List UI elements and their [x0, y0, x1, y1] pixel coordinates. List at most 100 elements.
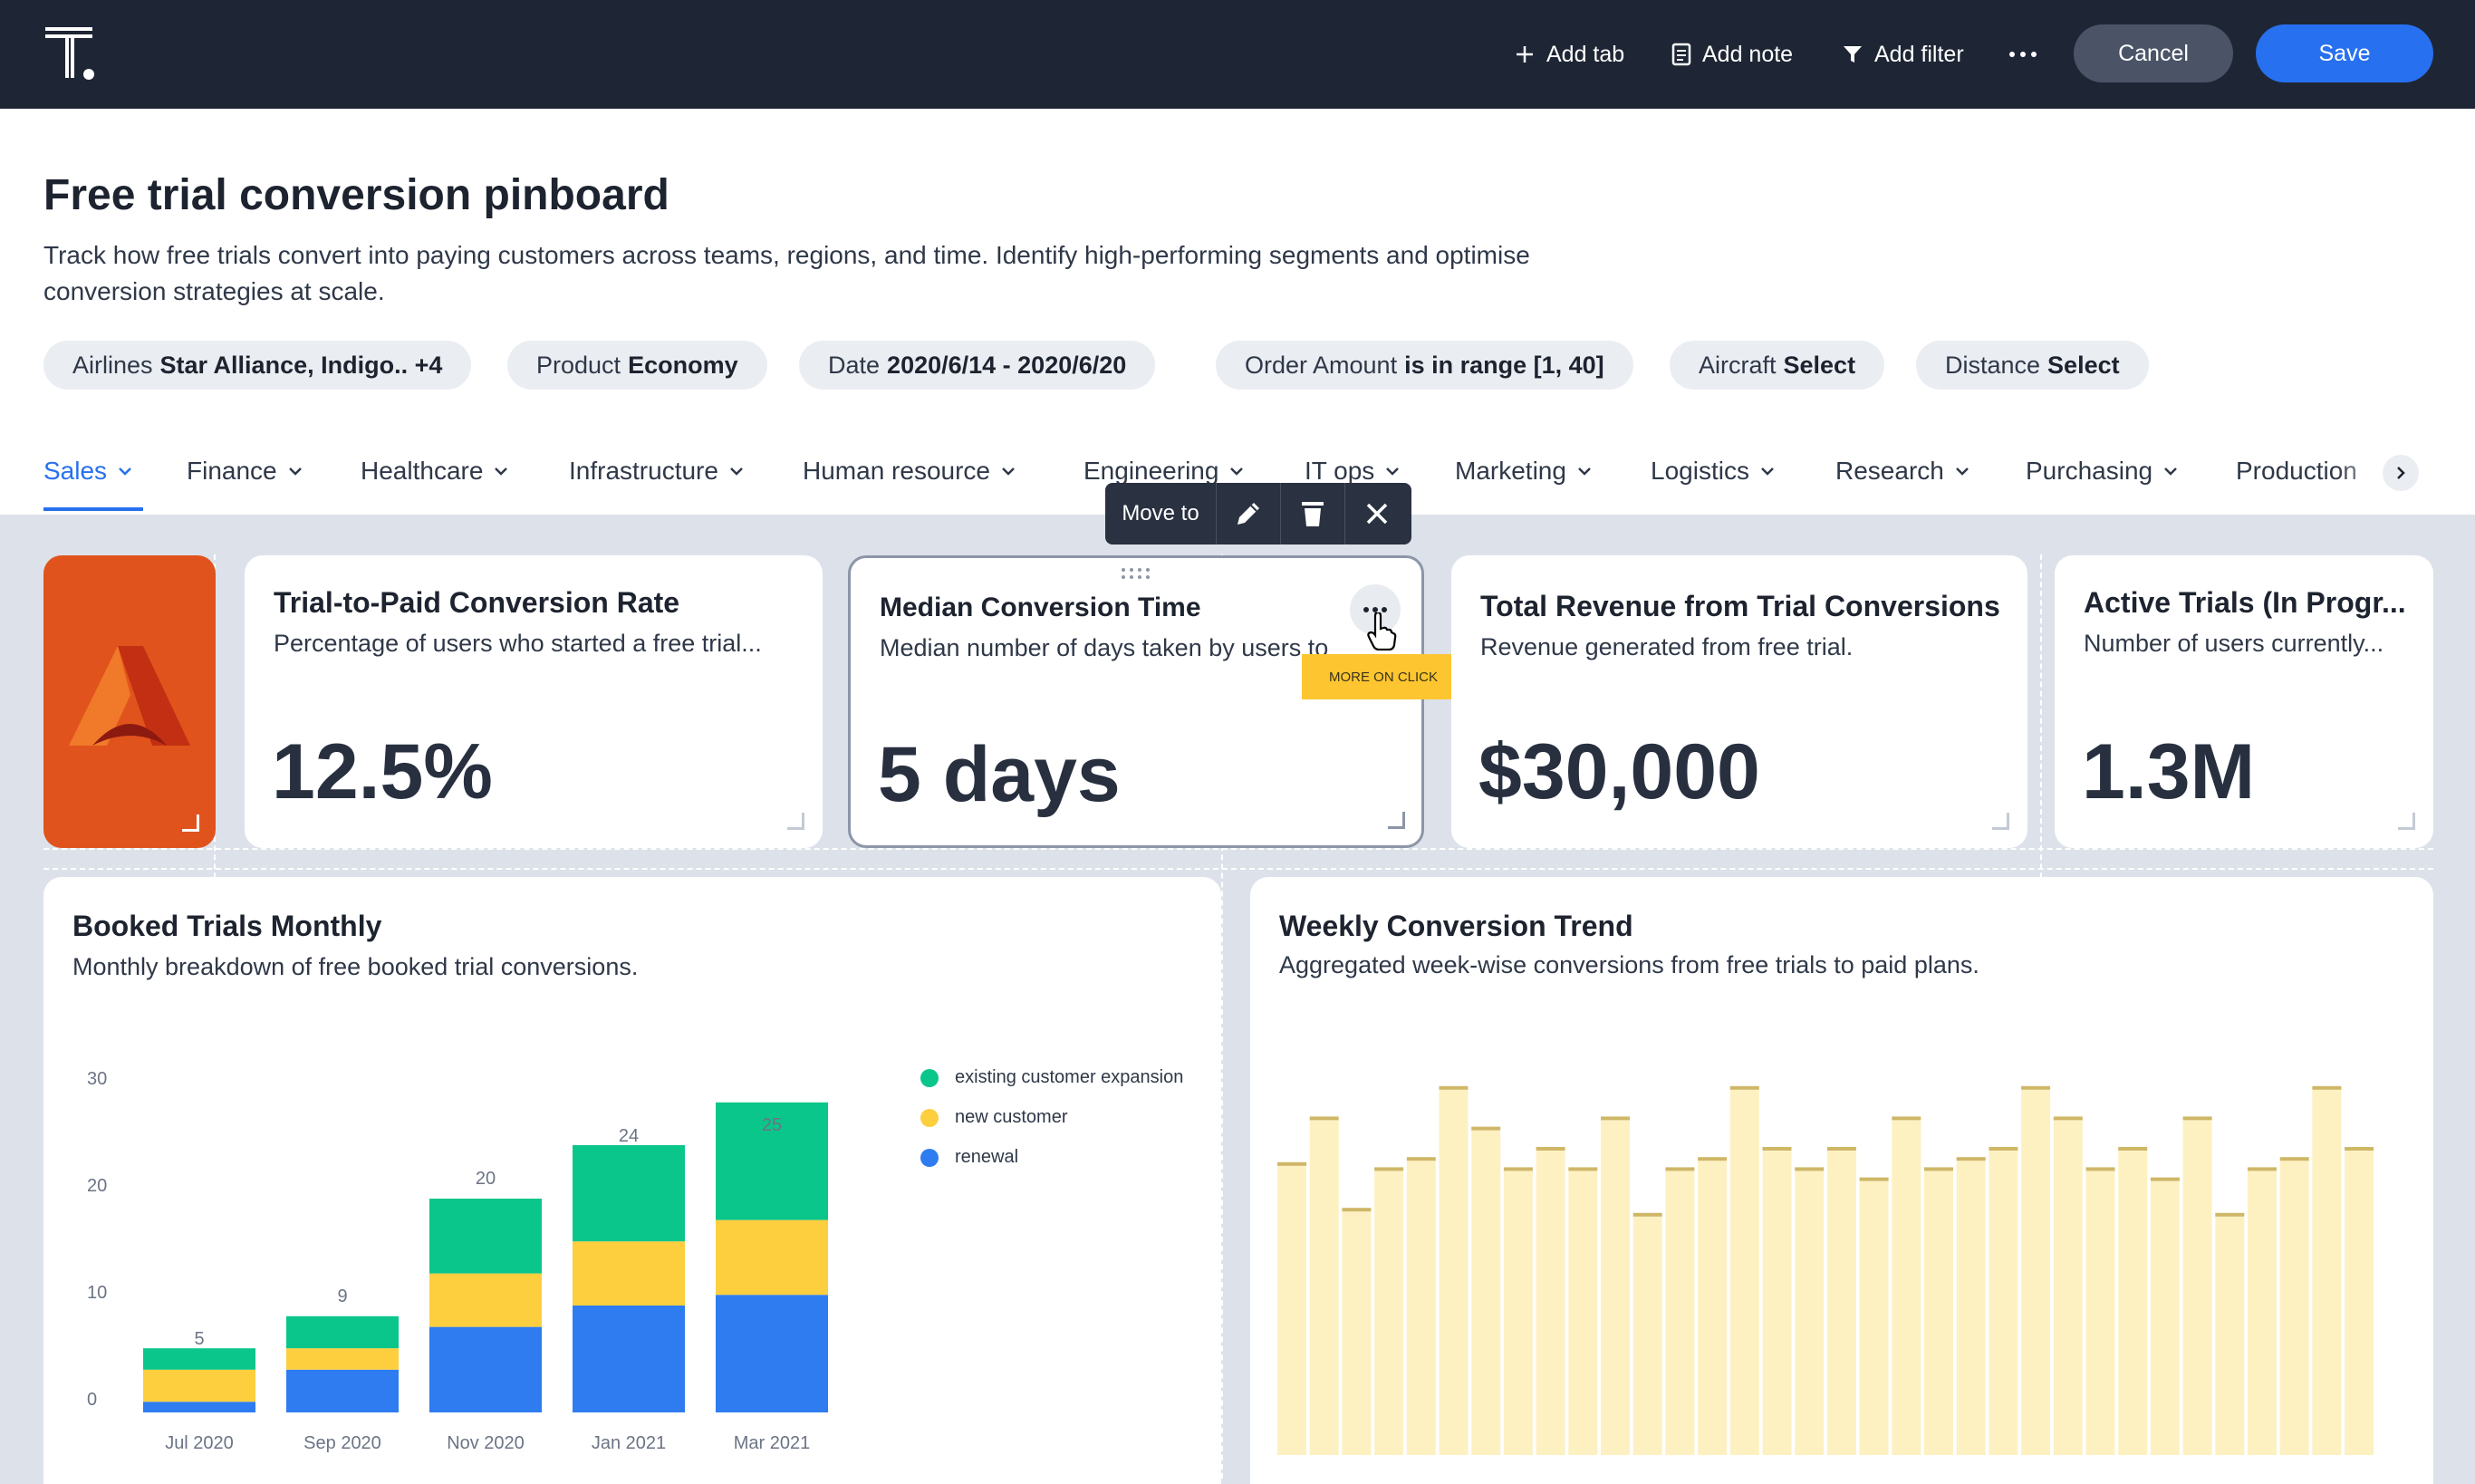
tab-human-resource[interactable]: Human resource	[803, 457, 1016, 486]
weekly-bar[interactable]	[1536, 1151, 1565, 1455]
bar-segment-new-customer[interactable]	[143, 1369, 255, 1402]
bar-segment-renewal[interactable]	[716, 1295, 828, 1412]
weekly-bar[interactable]	[1859, 1180, 1889, 1455]
weekly-bar[interactable]	[2312, 1089, 2342, 1455]
tab-logistics[interactable]: Logistics	[1651, 457, 1775, 486]
weekly-bar[interactable]	[2053, 1120, 2083, 1455]
resize-handle[interactable]	[182, 814, 199, 832]
weekly-bar[interactable]	[1439, 1089, 1469, 1455]
bar-segment-existing-customer-expansion[interactable]	[286, 1315, 399, 1349]
close-button[interactable]	[1344, 483, 1409, 544]
save-button[interactable]: Save	[2256, 24, 2433, 82]
filter-chip-aircraft[interactable]: Aircraft Select	[1670, 341, 1885, 390]
weekly-bar[interactable]	[1568, 1171, 1598, 1455]
resize-handle[interactable]	[1388, 812, 1405, 829]
weekly-bar[interactable]	[1503, 1171, 1533, 1455]
weekly-bar[interactable]	[2150, 1180, 2180, 1455]
weekly-bar[interactable]	[1277, 1165, 1306, 1455]
bar-segment-new-customer[interactable]	[429, 1273, 542, 1327]
weekly-bar[interactable]	[1406, 1161, 1436, 1455]
bar-segment-existing-customer-expansion[interactable]	[573, 1145, 685, 1242]
kpi-card-conversion-rate[interactable]: Trial-to-Paid Conversion Rate Percentage…	[245, 555, 823, 848]
bar-segment-new-customer[interactable]	[286, 1348, 399, 1370]
weekly-bar[interactable]	[2118, 1151, 2148, 1455]
filter-value: 2020/6/14 - 2020/6/20	[887, 351, 1127, 379]
add-tab-button[interactable]: Add tab	[1514, 36, 1624, 72]
weekly-conversion-card[interactable]: Weekly Conversion Trend Aggregated week-…	[1250, 877, 2433, 1484]
delete-button[interactable]	[1280, 483, 1344, 544]
weekly-bar[interactable]	[1989, 1151, 2018, 1455]
weekly-bar[interactable]	[2279, 1161, 2309, 1455]
weekly-bar[interactable]	[1698, 1161, 1728, 1455]
bar-segment-existing-customer-expansion[interactable]	[716, 1102, 828, 1220]
legend-item-new-customer[interactable]: new customer	[920, 1107, 1068, 1128]
tab-sales[interactable]: Sales	[43, 457, 132, 486]
resize-handle[interactable]	[2398, 813, 2415, 830]
weekly-bar[interactable]	[1762, 1151, 1792, 1455]
cancel-button[interactable]: Cancel	[2074, 24, 2233, 82]
tab-production[interactable]: Production	[2236, 457, 2357, 486]
weekly-bar[interactable]	[1471, 1130, 1501, 1455]
tab-purchasing[interactable]: Purchasing	[2026, 457, 2178, 486]
weekly-bar[interactable]	[2345, 1151, 2374, 1455]
bar-segment-existing-customer-expansion[interactable]	[143, 1348, 255, 1370]
filter-value: Economy	[628, 351, 738, 379]
add-filter-button[interactable]: Add filter	[1842, 36, 1964, 72]
weekly-bar[interactable]	[1632, 1216, 1662, 1455]
weekly-bar[interactable]	[1601, 1120, 1630, 1455]
kpi-card-median-time[interactable]: Median Conversion Time Median number of …	[848, 555, 1424, 848]
tab-engineering[interactable]: Engineering	[1083, 457, 1244, 486]
weekly-bar[interactable]	[2085, 1171, 2115, 1455]
resize-handle[interactable]	[1992, 813, 2009, 830]
tab-it-ops[interactable]: IT ops	[1305, 457, 1400, 486]
tab-finance[interactable]: Finance	[187, 457, 303, 486]
bar-total-label: 5	[194, 1329, 204, 1349]
filter-chip-product[interactable]: Product Economy	[507, 341, 767, 390]
weekly-bar[interactable]	[1795, 1171, 1825, 1455]
tab-infrastructure[interactable]: Infrastructure	[569, 457, 744, 486]
legend-item-existing-customer-expansion[interactable]: existing customer expansion	[920, 1067, 1183, 1088]
weekly-bar[interactable]	[1665, 1171, 1695, 1455]
tab-marketing[interactable]: Marketing	[1455, 457, 1592, 486]
add-note-button[interactable]: Add note	[1671, 36, 1793, 72]
weekly-bar[interactable]	[1924, 1171, 1953, 1455]
tabs-scroll-right-button[interactable]	[2383, 455, 2419, 491]
weekly-bar[interactable]	[2021, 1089, 2051, 1455]
resize-handle[interactable]	[787, 813, 804, 830]
weekly-bar[interactable]	[2248, 1171, 2277, 1455]
booked-trials-card[interactable]: Booked Trials Monthly Monthly breakdown …	[43, 877, 1221, 1484]
filter-chip-distance[interactable]: Distance Select	[1916, 341, 2149, 390]
tab-label: Engineering	[1083, 457, 1219, 485]
more-horizontal-icon[interactable]	[2008, 45, 2038, 63]
weekly-bar[interactable]	[1892, 1120, 1921, 1455]
drag-handle-icon[interactable]	[1121, 567, 1153, 580]
tab-research[interactable]: Research	[1835, 457, 1969, 486]
bar-segment-renewal[interactable]	[429, 1326, 542, 1412]
filter-chip-airlines[interactable]: Airlines Star Alliance, Indigo.. +4	[43, 341, 472, 390]
bar-segment-renewal[interactable]	[286, 1369, 399, 1412]
weekly-bar[interactable]	[1956, 1161, 1986, 1455]
bar-segment-renewal[interactable]	[143, 1402, 255, 1412]
weekly-bar[interactable]	[1729, 1089, 1759, 1455]
thoughtspot-logo-icon[interactable]	[43, 25, 98, 82]
weekly-bar[interactable]	[1826, 1151, 1856, 1455]
move-to-button[interactable]: Move to	[1122, 501, 1199, 525]
edit-button[interactable]	[1216, 483, 1280, 544]
filter-chip-date[interactable]: Date 2020/6/14 - 2020/6/20	[799, 341, 1156, 390]
bar-segment-renewal[interactable]	[573, 1306, 685, 1412]
bar-segment-new-customer[interactable]	[573, 1241, 685, 1306]
bar-segment-existing-customer-expansion[interactable]	[429, 1199, 542, 1274]
weekly-bar[interactable]	[1309, 1120, 1339, 1455]
image-card[interactable]	[43, 555, 216, 848]
weekly-bar[interactable]	[2182, 1120, 2212, 1455]
weekly-bar[interactable]	[1374, 1171, 1404, 1455]
bar-segment-new-customer[interactable]	[716, 1219, 828, 1296]
legend-item-renewal[interactable]: renewal	[920, 1147, 1018, 1168]
tab-healthcare[interactable]: Healthcare	[361, 457, 508, 486]
weekly-bar[interactable]	[1342, 1211, 1372, 1455]
y-tick-label: 10	[87, 1283, 107, 1303]
kpi-card-total-revenue[interactable]: Total Revenue from Trial Conversions Rev…	[1451, 555, 2027, 848]
weekly-bar[interactable]	[2215, 1216, 2245, 1455]
kpi-card-active-trials[interactable]: Active Trials (In Progr... Number of use…	[2055, 555, 2433, 848]
filter-chip-order-amount[interactable]: Order Amount is in range [1, 40]	[1216, 341, 1633, 390]
